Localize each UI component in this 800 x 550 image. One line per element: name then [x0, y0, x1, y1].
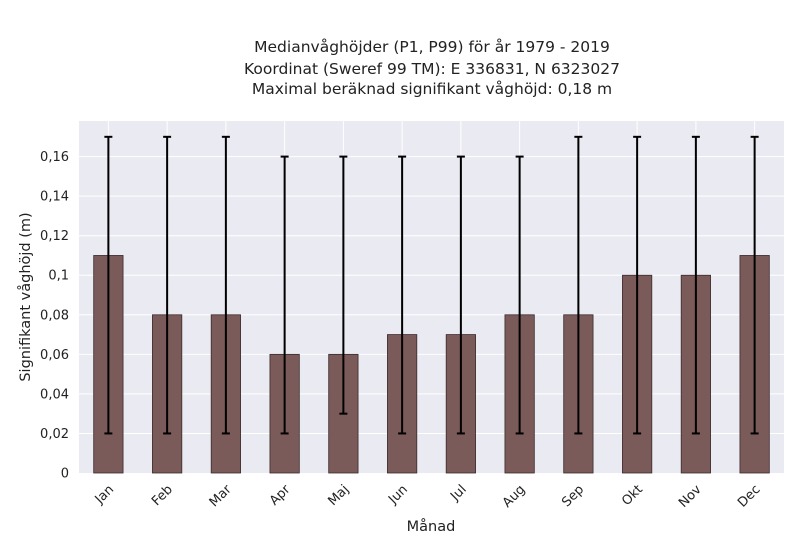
y-axis-label: Signifikant våghöjd (m) — [17, 212, 34, 381]
x-tick-label: Aug — [500, 482, 529, 511]
x-tick-label: Feb — [149, 482, 176, 509]
error-bar-jun — [398, 155, 407, 435]
x-tick-label: Dec — [735, 482, 763, 510]
error-bars — [104, 135, 759, 435]
x-tick-label: Jan — [92, 482, 117, 507]
error-bar-dec — [750, 135, 759, 435]
error-bar-mar — [221, 135, 230, 435]
error-bar-apr — [280, 155, 289, 435]
y-tick-label: 0,16 — [40, 150, 69, 165]
x-tick-labels: Jan Feb Mar Apr Maj Jun Jul Aug Sep Okt Nov Dec — [92, 482, 764, 511]
plot-area — [79, 121, 784, 473]
error-bar-jan — [104, 135, 113, 435]
y-tick-label: 0 — [61, 467, 69, 482]
x-tick-label: Sep — [559, 482, 587, 510]
y-tick-label: 0,12 — [40, 229, 69, 244]
x-tick-label: Maj — [325, 482, 352, 509]
x-axis-label: Månad — [407, 518, 456, 535]
error-bar-sep — [574, 135, 583, 435]
y-tick-label: 0,06 — [40, 348, 69, 363]
y-tick-label: 0,04 — [40, 387, 69, 402]
chart-title: Medianvåghöjder (P1, P99) för år 1979 - … — [244, 38, 620, 98]
error-bar-aug — [515, 155, 524, 435]
x-tick-label: Jun — [385, 482, 411, 508]
x-tick-label: Okt — [619, 482, 646, 509]
error-bar-jul — [456, 155, 465, 435]
y-tick-label: 0,02 — [40, 427, 69, 442]
y-tick-labels: 0 0,02 0,04 0,06 0,08 0,1 0,12 0,14 0,16 — [40, 150, 69, 481]
error-bar-feb — [163, 135, 172, 435]
y-tick-label: 0,1 — [48, 269, 69, 284]
error-bar-maj — [339, 155, 348, 415]
x-tick-label: Nov — [676, 482, 705, 511]
y-tick-label: 0,14 — [40, 190, 69, 205]
error-bar-okt — [633, 135, 642, 435]
x-tick-label: Mar — [207, 482, 235, 510]
y-tick-label: 0,08 — [40, 308, 69, 323]
error-bar-nov — [691, 135, 700, 435]
x-tick-label: Jul — [447, 482, 469, 504]
title-line-3: Maximal beräknad signifikant våghöjd: 0,… — [252, 80, 612, 98]
x-tick-label: Apr — [267, 482, 294, 509]
title-line-2: Koordinat (Sweref 99 TM): E 336831, N 63… — [244, 60, 620, 78]
title-line-1: Medianvåghöjder (P1, P99) för år 1979 - … — [254, 38, 610, 56]
